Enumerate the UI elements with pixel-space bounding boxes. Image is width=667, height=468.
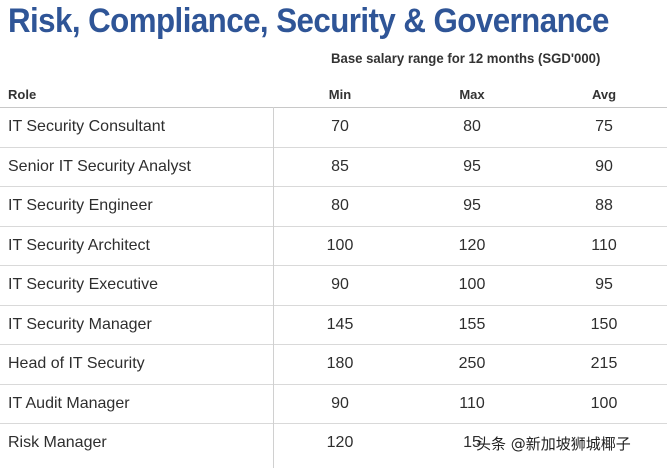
role-cell: Risk Manager <box>8 434 107 451</box>
table-row: Head of IT Security 180 250 215 <box>0 345 667 385</box>
table-row: IT Security Executive 90 100 95 <box>0 266 667 306</box>
min-cell: 120 <box>326 434 354 451</box>
role-cell: IT Audit Manager <box>8 394 130 412</box>
role-cell: IT Security Architect <box>8 236 150 254</box>
max-cell: 120 <box>458 236 486 254</box>
role-cell: IT Security Manager <box>8 315 152 333</box>
table-header-row: Role Min Max Avg <box>0 82 667 108</box>
table-row: IT Audit Manager 90 110 100 <box>0 385 667 424</box>
avg-cell: 90 <box>595 157 613 175</box>
avg-cell: 150 <box>590 315 618 333</box>
min-cell: 85 <box>331 157 349 175</box>
avg-cell: 215 <box>590 355 618 372</box>
table-row: IT Security Consultant 70 80 75 <box>0 108 667 148</box>
table-row: IT Security Engineer 80 95 88 <box>0 187 667 227</box>
table-row: Risk Manager 120 15 <box>0 424 667 463</box>
page-title: Risk, Compliance, Security & Governance <box>8 2 609 40</box>
header-avg: Avg <box>591 87 617 102</box>
min-cell: 70 <box>331 118 349 135</box>
role-cell: IT Security Engineer <box>8 197 153 214</box>
header-role: Role <box>8 87 37 102</box>
avg-cell: 95 <box>595 276 613 293</box>
table-row: IT Security Manager 145 155 150 <box>0 306 667 345</box>
watermark-text: 头条 @新加坡狮城椰子 <box>476 435 631 453</box>
min-cell: 180 <box>326 355 354 372</box>
max-cell: 15 <box>463 434 481 451</box>
max-cell: 95 <box>463 197 481 214</box>
salary-table: Role Min Max Avg IT Security Consultant … <box>0 82 667 463</box>
min-cell: 90 <box>331 394 349 412</box>
max-cell: 250 <box>458 355 486 372</box>
min-cell: 145 <box>326 315 354 333</box>
avg-cell: 100 <box>590 394 618 412</box>
table-subtitle: Base salary range for 12 months (SGD'000… <box>331 50 601 66</box>
max-cell: 100 <box>458 276 486 293</box>
table-row: IT Security Architect 100 120 110 <box>0 227 667 266</box>
table-row: Senior IT Security Analyst 85 95 90 <box>0 148 667 187</box>
max-cell: 110 <box>459 394 485 412</box>
min-cell: 90 <box>331 276 349 293</box>
min-cell: 80 <box>331 197 349 214</box>
header-max: Max <box>459 87 485 102</box>
max-cell: 80 <box>463 118 481 135</box>
min-cell: 100 <box>326 236 354 254</box>
header-min: Min <box>328 87 352 102</box>
avg-cell: 110 <box>591 236 617 254</box>
role-cell: IT Security Executive <box>8 276 158 293</box>
avg-cell: 75 <box>595 118 613 135</box>
role-cell: Head of IT Security <box>8 355 145 372</box>
max-cell: 95 <box>463 157 481 175</box>
role-cell: Senior IT Security Analyst <box>8 157 191 175</box>
column-divider <box>273 107 274 468</box>
max-cell: 155 <box>458 315 486 333</box>
avg-cell: 88 <box>595 197 613 214</box>
role-cell: IT Security Consultant <box>8 118 166 135</box>
